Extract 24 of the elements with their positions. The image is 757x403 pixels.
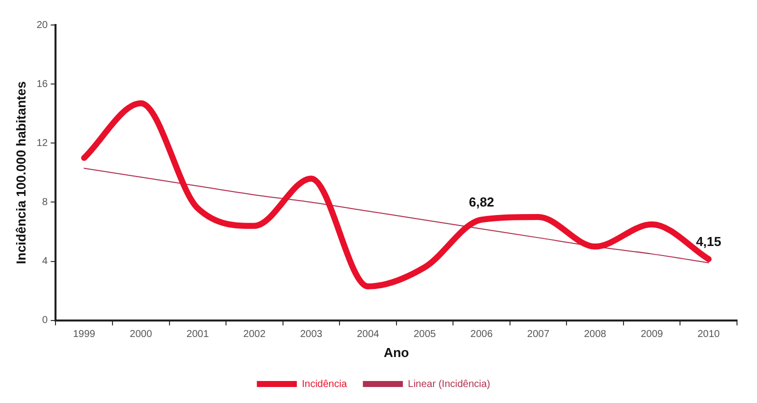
x-tick-label: 2009: [640, 329, 664, 340]
x-tick-label: 2008: [584, 329, 607, 340]
data-label: 6,82: [468, 194, 494, 210]
y-tick-label: 16: [36, 78, 48, 90]
y-tick-label: 8: [42, 196, 48, 208]
y-tick-label: 20: [36, 20, 48, 31]
legend-label: Linear (Incidência): [408, 378, 490, 390]
x-tick-label: 1999: [72, 329, 96, 340]
x-tick-label: 2010: [697, 329, 720, 340]
x-tick-label: 2005: [414, 329, 436, 340]
data-label: 4,15: [696, 234, 722, 250]
legend-label: Incidência: [302, 378, 348, 390]
y-tick-label: 4: [42, 256, 48, 268]
x-tick-label: 2007: [527, 329, 550, 340]
y-axis-title: Incidência 100.000 habitantes: [13, 81, 28, 264]
x-tick-label: 2003: [300, 329, 323, 340]
x-axis-title: Ano: [384, 344, 410, 360]
x-tick-label: 2000: [130, 329, 152, 340]
x-tick-label: 2002: [243, 329, 266, 340]
x-tick-label: 2004: [356, 329, 380, 340]
y-tick-label: 12: [36, 138, 48, 149]
x-tick-label: 2001: [186, 329, 210, 340]
y-tick-label: 0: [42, 315, 48, 326]
x-tick-label: 2006: [470, 329, 494, 340]
